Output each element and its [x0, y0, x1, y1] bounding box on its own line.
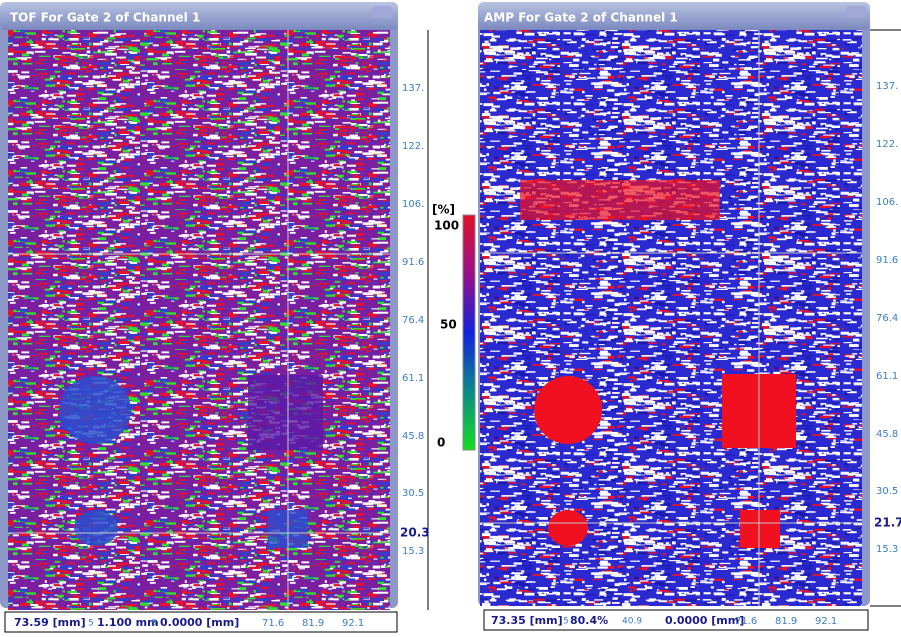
status-field: 73.35 [mm] — [491, 614, 563, 627]
defect — [548, 510, 588, 546]
status-bar — [483, 609, 869, 631]
y-tick-label: 122. — [402, 141, 424, 152]
y-tick-label: 106. — [402, 199, 424, 210]
defect — [74, 510, 118, 546]
window-button[interactable] — [846, 6, 866, 18]
y-tick-label: 76.4 — [876, 313, 898, 324]
cursor-label: 20.3 — [400, 526, 430, 540]
status-field: 40.9 — [622, 617, 642, 627]
status-field: 1.100 mm — [97, 616, 159, 629]
axis-area — [398, 30, 430, 610]
status-field: 5 — [88, 619, 94, 629]
title-bar[interactable] — [0, 2, 398, 30]
y-tick-label: 30.5 — [402, 488, 424, 499]
status-field: 0.0000 [mm] — [160, 616, 239, 629]
y-tick-label: 45.8 — [402, 431, 424, 442]
defect — [520, 180, 720, 220]
window-button[interactable] — [372, 6, 392, 18]
status-field: 9 — [151, 619, 157, 629]
defect — [740, 510, 780, 548]
y-tick-label: 137. — [402, 83, 424, 94]
y-tick-label: 45.8 — [876, 429, 898, 440]
x-tick-label: 71.6 — [262, 618, 284, 629]
x-tick-label: 92.1 — [815, 616, 837, 627]
defect — [248, 375, 323, 450]
x-tick-label: 71.6 — [735, 616, 757, 627]
y-tick-label: 137. — [876, 81, 898, 92]
title-bar[interactable] — [478, 2, 870, 30]
y-tick-label: 30.5 — [876, 486, 898, 497]
y-tick-label: 91.6 — [402, 257, 424, 268]
cursor-label: 21.7 — [874, 516, 901, 530]
y-tick-label: 61.1 — [876, 371, 898, 382]
defect — [59, 376, 131, 444]
x-tick-label: 81.9 — [775, 616, 797, 627]
status-field: 73.59 [mm] — [14, 616, 86, 629]
scan-texture — [480, 30, 862, 606]
y-tick-label: 122. — [876, 139, 898, 150]
y-tick-label: 61.1 — [402, 373, 424, 384]
window-title: TOF For Gate 2 of Channel 1 — [10, 11, 200, 25]
y-tick-label: 91.6 — [876, 255, 898, 266]
status-field: 80.4% — [570, 614, 608, 627]
colorbar-label: 50 — [440, 318, 457, 332]
status-field: 0.0000 [mm] — [665, 614, 744, 627]
colorbar-label: 0 — [437, 436, 445, 450]
window-title: AMP For Gate 2 of Channel 1 — [484, 11, 678, 25]
colorbar-label: 100 — [434, 219, 459, 233]
defect — [534, 376, 602, 444]
y-tick-label: 15.3 — [402, 546, 424, 557]
colorbar-unit: [%] — [432, 203, 455, 217]
colorbar — [462, 214, 476, 451]
status-bar — [4, 611, 398, 633]
x-tick-label: 81.9 — [302, 618, 324, 629]
status-field: 5 — [563, 617, 569, 627]
y-tick-label: 15.3 — [876, 544, 898, 555]
defects — [520, 180, 796, 548]
y-tick-label: 76.4 — [402, 315, 424, 326]
scan-texture — [8, 30, 390, 610]
y-tick-label: 106. — [876, 197, 898, 208]
x-tick-label: 92.1 — [342, 618, 364, 629]
